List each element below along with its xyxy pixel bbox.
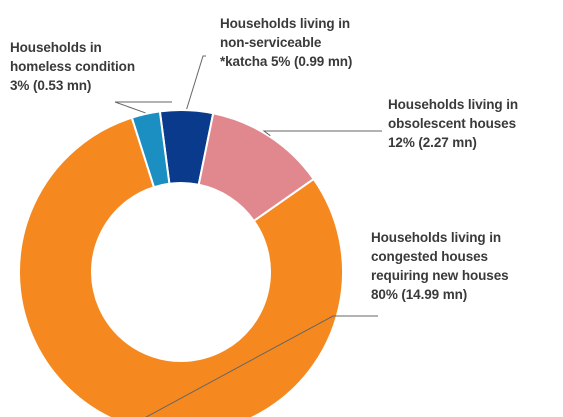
label-obsolescent-line-2: obsolescent houses	[388, 116, 516, 131]
donut-slices	[18, 109, 344, 417]
label-katcha-line-1: Households living in	[220, 16, 351, 31]
label-congested: Households living in congested houses re…	[371, 228, 509, 304]
label-homeless: Households in homeless condition 3% (0.5…	[10, 38, 135, 95]
label-homeless-line-2: homeless condition	[10, 59, 135, 74]
label-homeless-line-1: Households in	[10, 40, 102, 55]
label-katcha-line-3: *katcha 5% (0.99 mn)	[220, 54, 353, 69]
label-congested-line-2: congested houses	[371, 249, 488, 264]
slice-congested	[18, 116, 344, 417]
label-katcha: Households living in non-serviceable *ka…	[220, 14, 352, 71]
leader-line-katcha	[186, 55, 206, 110]
leader-line-congested	[145, 315, 378, 417]
label-obsolescent-line-1: Households living in	[388, 97, 519, 112]
slice-homeless	[130, 110, 171, 189]
leader-lines	[114, 55, 382, 417]
label-congested-line-1: Households living in	[371, 230, 502, 245]
label-katcha-line-2: non-serviceable	[220, 35, 322, 50]
label-congested-line-4: 80% (14.99 mn)	[371, 287, 468, 302]
label-obsolescent-line-3: 12% (2.27 mn)	[388, 135, 477, 150]
label-congested-line-3: requiring new houses	[371, 268, 509, 283]
label-obsolescent: Households living in obsolescent houses …	[388, 95, 518, 152]
leader-line-obsolescent	[262, 130, 382, 137]
leader-line-homeless	[114, 101, 172, 114]
label-homeless-line-3: 3% (0.53 mn)	[10, 78, 92, 93]
